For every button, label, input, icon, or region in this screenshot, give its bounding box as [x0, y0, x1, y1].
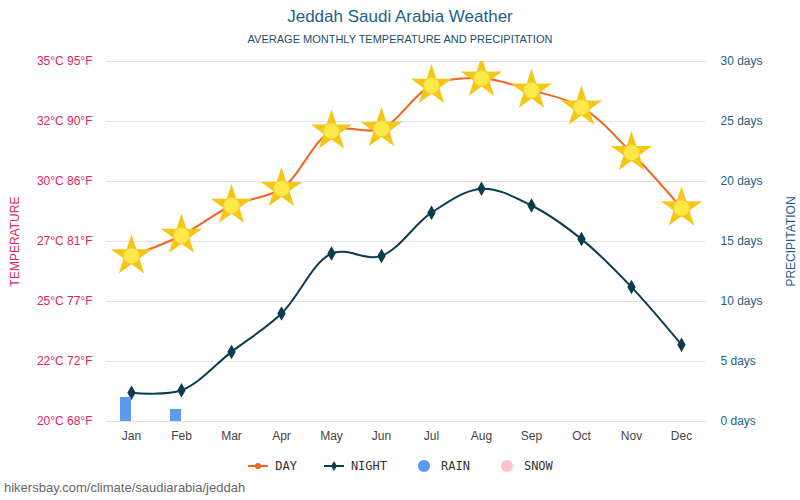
- svg-text:30 days: 30 days: [721, 54, 763, 68]
- svg-text:Apr: Apr: [272, 429, 291, 443]
- svg-text:0 days: 0 days: [721, 414, 756, 428]
- svg-text:Jul: Jul: [424, 429, 439, 443]
- html-text:Jeddah Saudi Arabia Weather: Jeddah Saudi Arabia Weather: [287, 7, 513, 26]
- svg-text:20 days: 20 days: [721, 174, 763, 188]
- svg-text:Nov: Nov: [621, 429, 642, 443]
- svg-text:Mar: Mar: [221, 429, 242, 443]
- svg-text:Jun: Jun: [372, 429, 391, 443]
- svg-text:Jan: Jan: [122, 429, 141, 443]
- svg-text:15 days: 15 days: [721, 234, 763, 248]
- svg-text:Oct: Oct: [572, 429, 591, 443]
- svg-text:Feb: Feb: [171, 429, 192, 443]
- html-text:NIGHT: NIGHT: [350, 459, 387, 473]
- svg-text:May: May: [320, 429, 343, 443]
- svg-text:22°C 72°F: 22°C 72°F: [37, 354, 93, 368]
- svg-text:10 days: 10 days: [721, 294, 763, 308]
- svg-text:25 days: 25 days: [721, 114, 763, 128]
- html-text:SNOW: SNOW: [523, 459, 553, 473]
- svg-text:5 days: 5 days: [721, 354, 756, 368]
- svg-text:25°C 77°F: 25°C 77°F: [37, 294, 93, 308]
- svg-text:TEMPERATURE: TEMPERATURE: [8, 197, 22, 287]
- svg-text:35°C 95°F: 35°C 95°F: [37, 54, 93, 68]
- html-text:hikersbay.com/climate/saudiara: hikersbay.com/climate/saudiarabia/jeddah: [4, 480, 246, 495]
- svg-text:Aug: Aug: [471, 429, 492, 443]
- svg-text:PRECIPITATION: PRECIPITATION: [784, 196, 798, 286]
- svg-text:30°C 86°F: 30°C 86°F: [37, 174, 93, 188]
- html-text:AVERAGE MONTHLY TEMPERATURE AN: AVERAGE MONTHLY TEMPERATURE AND PRECIPIT…: [247, 33, 553, 45]
- svg-text:Dec: Dec: [671, 429, 692, 443]
- svg-text:27°C 81°F: 27°C 81°F: [37, 234, 93, 248]
- html-text:RAIN: RAIN: [441, 459, 470, 473]
- svg-text:Sep: Sep: [521, 429, 543, 443]
- svg-text:20°C 68°F: 20°C 68°F: [37, 414, 93, 428]
- html-text:DAY: DAY: [275, 459, 297, 473]
- svg-text:32°C 90°F: 32°C 90°F: [37, 114, 93, 128]
